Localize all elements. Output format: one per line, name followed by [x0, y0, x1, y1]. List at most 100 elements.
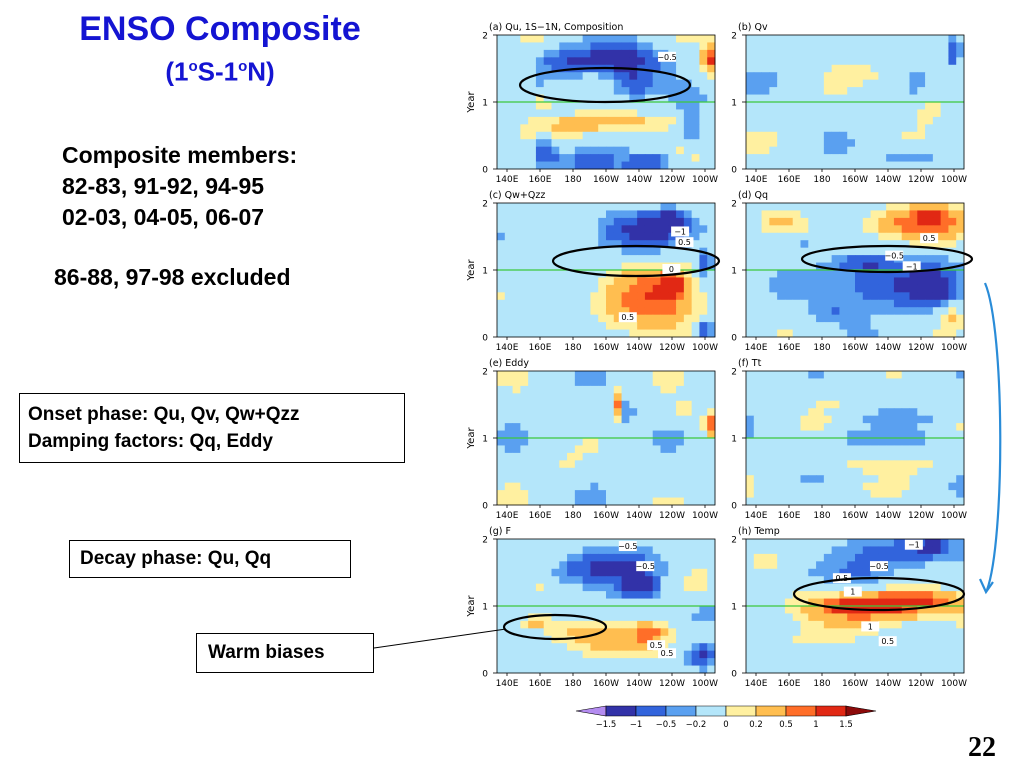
heatmap-cell [559, 284, 568, 293]
heatmap-cell [956, 284, 965, 293]
heatmap-cell [956, 72, 965, 81]
heatmap-cell [528, 620, 537, 629]
heatmap-cell [886, 445, 895, 454]
heatmap-cell [551, 42, 560, 51]
heatmap-cell [753, 445, 762, 454]
heatmap-cell [808, 460, 817, 469]
heatmap-cell [932, 415, 942, 424]
heatmap-cell [893, 490, 903, 498]
heatmap-cell [590, 539, 599, 547]
colorbar-label: 0.2 [749, 720, 763, 730]
heatmap-cell [792, 583, 801, 592]
heatmap-cell [839, 232, 848, 241]
heatmap-cell [870, 161, 879, 170]
heatmap-cell [839, 79, 848, 88]
heatmap-cell [676, 284, 685, 293]
x-tick-label: 120W [659, 175, 685, 185]
heatmap-cell [598, 576, 607, 585]
heatmap-cell [784, 116, 794, 125]
heatmap-cell [901, 423, 910, 431]
heatmap-cell [816, 553, 825, 562]
heatmap-cell [886, 131, 895, 140]
heatmap-cell [855, 546, 864, 555]
heatmap-cell [637, 490, 646, 498]
heatmap-cell [909, 400, 918, 409]
heatmap-cell [551, 606, 560, 614]
heatmap-cell [621, 400, 630, 409]
heatmap-cell [784, 42, 794, 51]
heatmap-cell [925, 546, 934, 555]
heatmap-cell [847, 665, 856, 674]
heatmap-cell [862, 314, 871, 323]
heatmap-cell [621, 284, 630, 293]
heatmap-cell [535, 79, 545, 88]
heatmap-cell [691, 87, 700, 95]
heatmap-cell [769, 591, 778, 599]
heatmap-cell [535, 613, 545, 622]
heatmap-cell [707, 247, 716, 256]
heatmap-cell [925, 393, 934, 402]
heatmap-cell [831, 57, 840, 66]
heatmap-cell [753, 270, 762, 278]
heatmap-cell [637, 620, 646, 629]
heatmap-cell [878, 225, 887, 234]
heatmap-cell [886, 277, 895, 286]
heatmap-cell [707, 217, 716, 226]
heatmap-cell [925, 430, 934, 439]
heatmap-cell [823, 583, 833, 592]
heatmap-cell [925, 408, 934, 417]
heatmap-cell [559, 131, 568, 140]
heatmap-cell [886, 497, 895, 506]
heatmap-cell [613, 650, 622, 659]
heatmap-cell [893, 270, 903, 278]
heatmap-cell [543, 539, 552, 547]
heatmap-cell [855, 232, 864, 241]
heatmap-cell [886, 490, 895, 498]
heatmap-cell [590, 628, 599, 637]
heatmap-cell [761, 57, 770, 66]
heatmap-cell [823, 87, 833, 95]
heatmap-cell [606, 460, 615, 469]
heatmap-cell [660, 292, 669, 301]
heatmap-cell [660, 628, 669, 637]
curved-arrow-head [979, 578, 994, 595]
heatmap-cell [528, 146, 537, 155]
heatmap-cell [606, 643, 615, 652]
heatmap-cell [559, 393, 568, 402]
heatmap-cell [862, 240, 871, 249]
heatmap-cell [855, 445, 864, 454]
heatmap-cell [497, 146, 506, 155]
heatmap-cell [691, 277, 700, 286]
heatmap-cell [660, 378, 669, 387]
heatmap-cell [504, 314, 513, 323]
heatmap-cell [644, 430, 654, 439]
heatmap-cell [543, 378, 552, 387]
heatmap-cell [784, 57, 794, 66]
heatmap-cell [683, 445, 693, 454]
heatmap-cell [761, 635, 770, 644]
heatmap-cell [893, 438, 903, 446]
heatmap-cell [629, 225, 638, 234]
heatmap-cell [823, 620, 833, 629]
heatmap-cell [606, 131, 615, 140]
heatmap-cell [559, 482, 568, 491]
heatmap-cell [652, 452, 661, 461]
heatmap-cell [940, 620, 949, 629]
heatmap-cell [878, 322, 887, 330]
heatmap-cell [644, 620, 654, 629]
heatmap-cell [746, 460, 755, 469]
heatmap-cell [707, 378, 716, 387]
heatmap-cell [847, 314, 856, 323]
heatmap-cell [699, 42, 708, 51]
heatmap-cell [520, 124, 529, 133]
heatmap-cell [621, 643, 630, 652]
heatmap-cell [590, 385, 599, 394]
heatmap-cell [606, 438, 615, 446]
heatmap-cell [948, 445, 957, 454]
heatmap-cell [590, 415, 599, 424]
heatmap-cell [862, 307, 871, 316]
heatmap-cell [535, 307, 545, 316]
heatmap-cell [590, 591, 599, 599]
heatmap-cell [761, 490, 770, 498]
heatmap-cell [504, 292, 513, 301]
